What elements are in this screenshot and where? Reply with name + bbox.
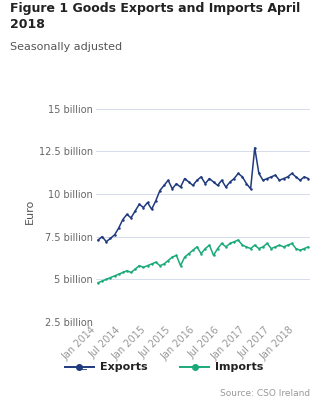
Y-axis label: Euro: Euro [25, 198, 35, 224]
Text: ─: ─ [80, 365, 86, 375]
Text: Seasonally adjusted: Seasonally adjusted [10, 42, 122, 52]
Text: Exports: Exports [100, 362, 147, 372]
Text: Figure 1 Goods Exports and Imports April
2018: Figure 1 Goods Exports and Imports April… [10, 2, 300, 31]
Text: Imports: Imports [215, 362, 263, 372]
Text: Source: CSO Ireland: Source: CSO Ireland [220, 389, 310, 398]
